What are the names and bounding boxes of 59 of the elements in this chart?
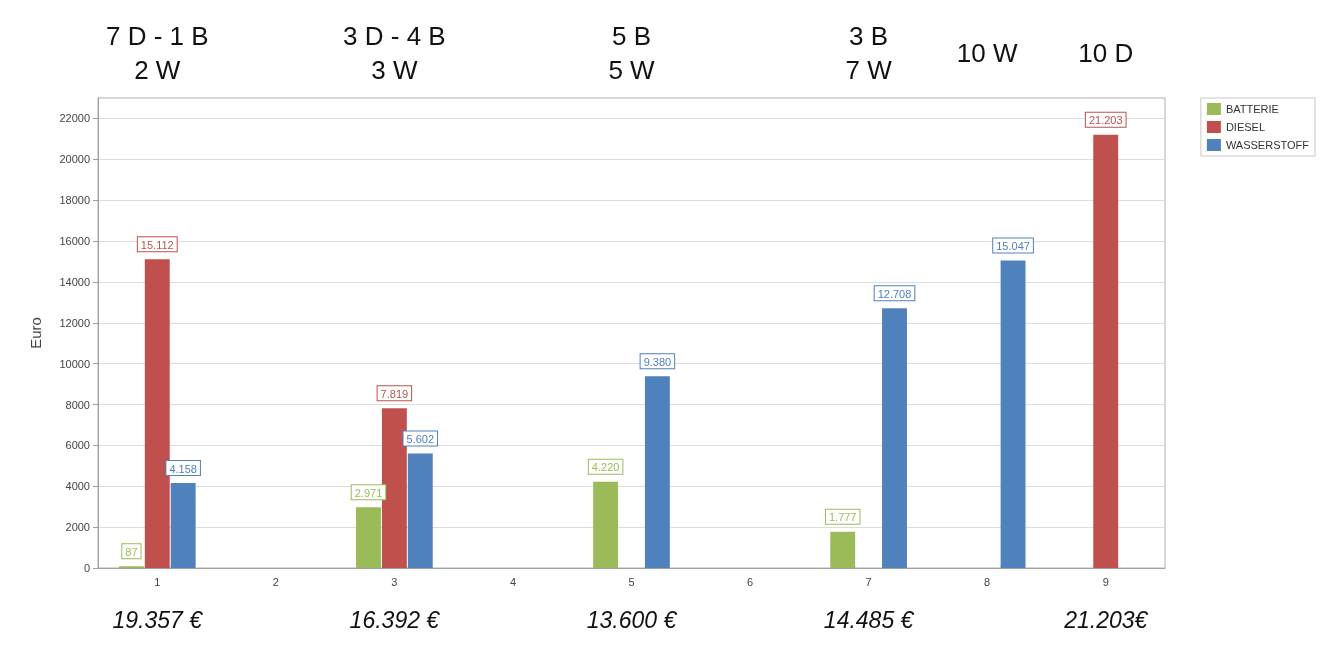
text: 10 D — [1078, 38, 1134, 68]
x-tick-label: 8 — [984, 575, 991, 588]
x-tick-label: 2 — [272, 575, 279, 588]
text: 7 D - 1 B 2 W — [105, 21, 209, 85]
y-tick-label: 0 — [83, 562, 90, 574]
x-tick-label: 6 — [746, 575, 754, 588]
legend-label: DIESEL — [1225, 121, 1266, 133]
data-label: 4.220 — [591, 461, 620, 474]
y-axis-title: Euro — [27, 317, 44, 349]
bar — [593, 481, 619, 568]
x-tick-label: 9 — [1102, 575, 1109, 588]
x-tick-label: 3 — [391, 575, 398, 588]
text: 3 B 7 W — [845, 21, 893, 85]
y-tick-label: 10000 — [59, 357, 90, 370]
x-tick-label: 7 — [865, 575, 872, 588]
total-label: 14.485 € — [823, 607, 915, 633]
x-tick-label: 1 — [154, 575, 161, 588]
x-tick-label: 5 — [628, 575, 635, 588]
bar — [1000, 260, 1026, 568]
x-tick-label: 4 — [509, 575, 517, 588]
data-label: 4.158 — [169, 462, 197, 475]
data-label: 9.380 — [643, 355, 672, 368]
y-tick-label: 14000 — [59, 275, 90, 288]
total-label: 19.357 € — [112, 607, 204, 633]
bar — [830, 531, 856, 568]
data-label: 5.602 — [406, 433, 435, 446]
y-tick-label: 8000 — [65, 398, 90, 411]
total-label: 16.392 € — [349, 607, 441, 633]
bar — [144, 259, 170, 568]
y-tick-label: 16000 — [59, 235, 90, 248]
data-label: 7.819 — [380, 387, 409, 400]
y-tick-label: 20000 — [59, 153, 90, 166]
text: 10 W — [956, 38, 1018, 68]
data-label: 2.971 — [354, 486, 383, 499]
y-tick-label: 12000 — [59, 316, 90, 329]
bar — [1093, 134, 1119, 568]
data-label: 87 — [125, 545, 138, 558]
data-label: 12.708 — [877, 287, 912, 300]
y-tick-label: 18000 — [59, 194, 90, 207]
legend-label: BATTERIE — [1225, 103, 1279, 115]
bar — [170, 483, 196, 568]
data-label: 15.112 — [140, 238, 174, 251]
legend-label: WASSERSTOFF — [1225, 139, 1310, 151]
total-label: 21.203€ — [1063, 607, 1149, 633]
bar — [356, 507, 381, 568]
y-tick-label: 4000 — [65, 480, 90, 493]
bar — [407, 453, 433, 568]
bar — [381, 408, 407, 568]
data-label: 1.777 — [828, 511, 857, 524]
y-tick-label: 6000 — [65, 439, 90, 452]
text: 3 D - 4 B 3 W — [343, 21, 446, 85]
y-tick-label: 2000 — [65, 521, 90, 534]
bar — [644, 376, 670, 568]
y-tick-label: 22000 — [59, 112, 90, 125]
data-label: 15.047 — [996, 240, 1030, 253]
bar — [882, 308, 907, 568]
data-label: 21.203 — [1088, 114, 1123, 127]
total-label: 13.600 € — [586, 607, 678, 633]
text: 5 B 5 W — [608, 21, 656, 85]
